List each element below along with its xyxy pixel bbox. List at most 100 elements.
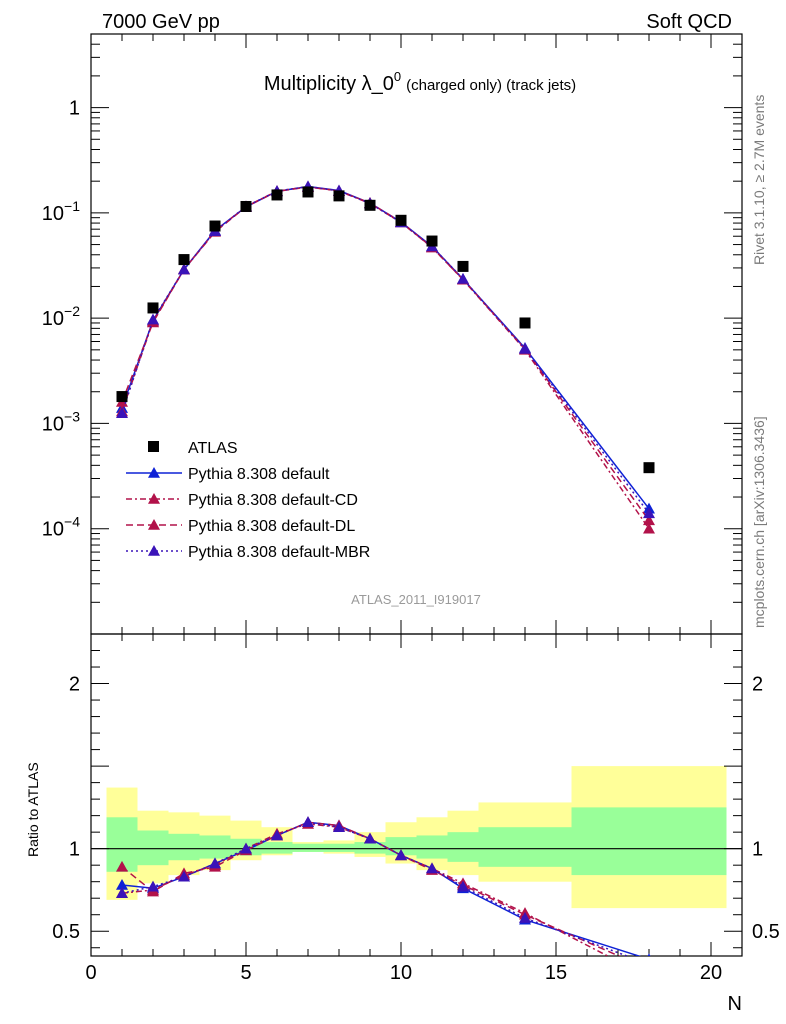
ratio-y-tick-label-right: 1	[752, 839, 763, 861]
ratio-series-marker	[116, 878, 128, 890]
main-series-line	[121, 185, 650, 514]
band-stat	[292, 843, 324, 852]
ratio-series-marker	[178, 870, 190, 882]
main-series-marker	[643, 514, 655, 526]
x-tick-label: 0	[85, 962, 96, 984]
ratio-series-marker	[643, 958, 655, 969]
x-tick-label: 5	[240, 962, 251, 984]
atlas-data-point	[116, 391, 128, 403]
ratio-series-marker	[240, 842, 252, 854]
x-tick-label: 15	[545, 962, 567, 984]
legend-marker-atlas	[148, 441, 159, 452]
ratio-series-line	[121, 823, 610, 956]
chart-title-sub: (charged only) (track jets)	[406, 77, 576, 94]
rivet-label: Rivet 3.1.10, ≥ 2.7M events	[751, 95, 767, 265]
header-right: Soft QCD	[646, 11, 732, 33]
ratio-series-marker	[643, 963, 655, 974]
legend-marker	[148, 545, 160, 556]
atlas-data-point	[271, 189, 283, 201]
chart-title-main: Multiplicity λ_0	[264, 73, 394, 95]
atlas-data-point	[643, 462, 655, 474]
analysis-id: ATLAS_2011_I919017	[351, 592, 481, 607]
x-tick-label: 20	[700, 962, 722, 984]
legend-label-atlas: ATLAS	[188, 440, 238, 457]
source-label: mcplots.cern.ch [arXiv:1306.3436]	[751, 416, 767, 628]
ratio-series-marker	[364, 832, 376, 844]
band-stat	[447, 832, 479, 862]
data-points	[116, 186, 655, 474]
legend-marker	[148, 519, 160, 530]
main-series-marker	[178, 263, 190, 275]
ratio-y-tick-label-right: 0.5	[752, 921, 780, 943]
ratio-frame	[90, 633, 743, 957]
main-series-line	[121, 185, 650, 510]
legend-label: Pythia 8.308 default-CD	[188, 492, 358, 509]
atlas-data-point	[147, 302, 159, 314]
ratio-series-marker	[457, 880, 469, 892]
main-series-marker	[457, 272, 469, 284]
x-axis-label: N	[728, 993, 742, 1015]
main-y-tick-label: 1	[69, 98, 80, 120]
chart-title: Multiplicity λ_00 (charged only) (track j…	[264, 69, 576, 95]
tick-exponent: −1	[64, 198, 80, 214]
band-stat	[199, 835, 231, 859]
tick-base: 10	[42, 203, 64, 225]
ratio-y-tick-label-right: 2	[752, 674, 763, 696]
tick-base: 10	[42, 519, 64, 541]
atlas-data-point	[426, 235, 438, 247]
atlas-data-point	[364, 199, 376, 211]
tick-base: 1	[69, 98, 80, 120]
legend-marker	[148, 467, 160, 478]
tick-exponent: −3	[64, 408, 80, 424]
ratio-series-marker	[209, 857, 221, 869]
legend-marker	[148, 493, 160, 504]
band-stat	[416, 835, 448, 859]
ratio-uncertainty-bands	[91, 766, 742, 909]
main-y-tick-label: 10−3	[42, 408, 80, 435]
legend-label: Pythia 8.308 default-DL	[188, 518, 355, 535]
atlas-data-point	[178, 254, 190, 266]
ratio-series-line	[121, 821, 630, 956]
atlas-data-point	[302, 186, 314, 198]
main-series-marker	[643, 507, 655, 519]
ratio-series-marker	[147, 880, 159, 892]
ratio-series-marker	[647, 953, 651, 956]
atlas-data-point	[240, 200, 252, 212]
tick-exponent: −2	[64, 303, 80, 319]
band-stat	[323, 843, 355, 852]
tick-base: 10	[42, 308, 64, 330]
chart-title-sup: 0	[394, 69, 401, 84]
legend-label: Pythia 8.308 default-MBR	[188, 544, 370, 561]
band-stat	[571, 807, 727, 876]
ratio-series-marker	[519, 912, 531, 923]
ratio-series-marker	[643, 971, 655, 982]
ratio-y-tick-label: 0.5	[52, 921, 80, 943]
ratio-series-marker	[426, 862, 438, 874]
main-series-marker	[116, 407, 128, 419]
main-series-marker	[519, 342, 531, 354]
ratio-y-label: Ratio to ATLAS	[25, 762, 41, 857]
band-stat	[354, 842, 386, 854]
atlas-data-point	[457, 260, 469, 272]
ratio-series-group	[116, 816, 655, 982]
ratio-y-tick-label: 2	[69, 674, 80, 696]
ratio-series-marker	[116, 860, 128, 872]
ratio-series-marker	[271, 829, 283, 841]
band-stat	[261, 842, 293, 854]
main-y-tick-label: 10−1	[42, 198, 80, 225]
band-stat	[478, 827, 572, 867]
band-stat	[168, 833, 200, 861]
ratio-series-marker	[395, 849, 407, 861]
main-y-tick-label: 10−2	[42, 303, 80, 330]
x-tick-label: 10	[390, 962, 412, 984]
tick-exponent: −4	[64, 514, 80, 530]
header-left: 7000 GeV pp	[102, 11, 220, 33]
atlas-data-point	[333, 190, 345, 202]
tick-base: 10	[42, 413, 64, 435]
atlas-data-point	[209, 220, 221, 232]
legend: ATLAS Pythia 8.308 default Pythia 8.308 de…	[126, 440, 370, 561]
ratio-series-marker	[333, 821, 345, 832]
ratio-series-line	[121, 821, 621, 956]
